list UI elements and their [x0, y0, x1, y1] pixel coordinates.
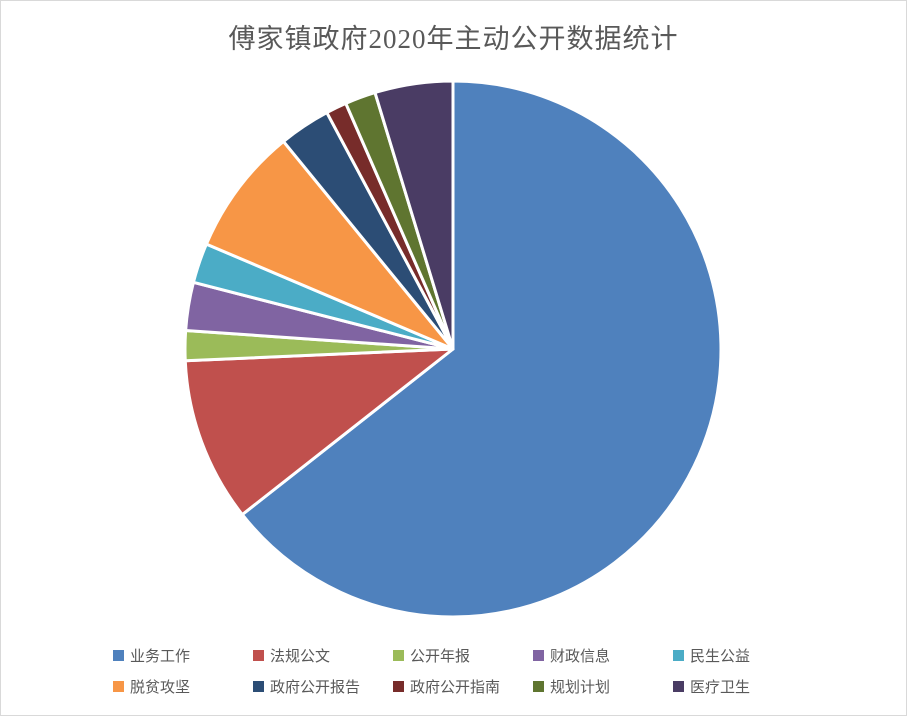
legend-item-7: 政府公开指南 [393, 676, 533, 696]
legend-label-2: 公开年报 [410, 647, 471, 665]
pie-slice-1 [183, 347, 455, 517]
legend-marker-1 [253, 649, 264, 661]
legend-marker-3 [533, 649, 544, 661]
legend-item-9: 医疗卫生 [673, 676, 813, 696]
pie-slice-0 [240, 79, 723, 619]
legend-label-5: 脱贫攻坚 [130, 678, 191, 696]
legend-label-9: 医疗卫生 [690, 678, 751, 696]
legend: 业务工作 法规公文 公开年报 财政信息 民生公益脱贫攻坚 政府公开报告 政府公开指南 规划计划… [113, 645, 813, 696]
legend-item-0: 业务工作 [113, 645, 253, 665]
legend-marker-8 [533, 680, 544, 692]
legend-item-8: 规划计划 [533, 676, 673, 696]
legend-label-3: 财政信息 [550, 647, 611, 665]
legend-marker-0 [113, 649, 124, 661]
legend-label-7: 政府公开指南 [410, 678, 501, 696]
legend-label-4: 民生公益 [690, 647, 751, 665]
legend-item-2: 公开年报 [393, 645, 533, 665]
legend-marker-7 [393, 680, 404, 692]
legend-item-5: 脱贫攻坚 [113, 676, 253, 696]
legend-label-1: 法规公文 [270, 647, 331, 665]
legend-item-4: 民生公益 [673, 645, 813, 665]
legend-label-0: 业务工作 [130, 647, 191, 665]
pie-slice-9 [373, 79, 455, 351]
chart-title: 傅家镇政府2020年主动公开数据统计 [228, 24, 679, 54]
pie-slice-5 [204, 139, 455, 351]
legend-marker-2 [393, 649, 404, 661]
legend-marker-5 [113, 680, 124, 692]
legend-marker-6 [253, 680, 264, 692]
legend-marker-4 [673, 649, 684, 661]
legend-marker-9 [673, 680, 684, 692]
legend-item-1: 法规公文 [253, 645, 393, 665]
legend-item-6: 政府公开报告 [253, 676, 393, 696]
legend-item-3: 财政信息 [533, 645, 673, 665]
legend-label-8: 规划计划 [550, 678, 611, 696]
legend-label-6: 政府公开报告 [270, 678, 361, 696]
